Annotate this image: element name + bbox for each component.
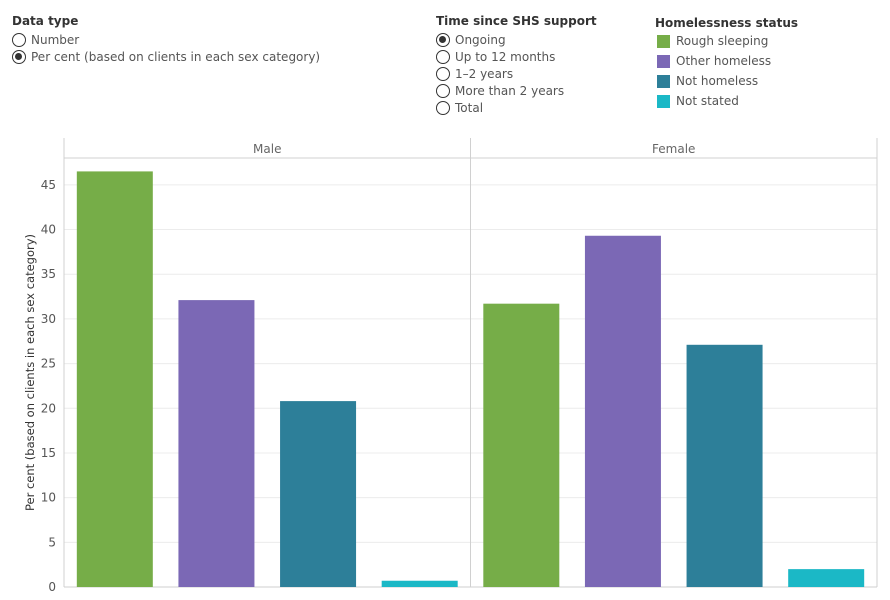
radio-selected-icon[interactable]	[12, 50, 26, 64]
y-tick-label: 35	[41, 267, 56, 281]
radio-label: Total	[455, 101, 484, 115]
bar-female-rough-sleeping	[483, 303, 560, 587]
legend-label: Rough sleeping	[676, 34, 769, 48]
time-option-ongoing[interactable]: Ongoing	[436, 32, 506, 48]
panel-header-female: Female	[652, 142, 695, 156]
radio-icon[interactable]	[436, 67, 450, 81]
radio-label: More than 2 years	[455, 84, 565, 98]
radio-label: Up to 12 months	[455, 50, 556, 64]
radio-icon[interactable]	[436, 84, 450, 98]
radio-label: 1–2 years	[455, 67, 514, 81]
radio-icon[interactable]	[436, 101, 450, 115]
time-since-title: Time since SHS support	[436, 14, 597, 28]
y-tick-label: 25	[41, 357, 56, 371]
legend-label: Not stated	[676, 94, 739, 108]
bar-female-other-homeless	[584, 235, 661, 587]
time-option-total[interactable]: Total	[436, 100, 483, 116]
bar-male-rough-sleeping	[76, 171, 153, 587]
legend-swatch	[657, 34, 670, 48]
panel-header-male: Male	[253, 142, 281, 156]
y-tick-label: 0	[48, 580, 56, 594]
bar-female-not-homeless	[686, 344, 763, 587]
radio-label: Ongoing	[455, 33, 506, 47]
bar-male-not-homeless	[280, 401, 357, 587]
legend-swatch	[657, 54, 670, 68]
y-tick-label: 30	[41, 312, 56, 326]
legend-label: Not homeless	[676, 74, 759, 88]
radio-selected-icon[interactable]	[436, 33, 450, 47]
y-tick-label: 15	[41, 446, 56, 460]
radio-label: Per cent (based on clients in each sex c…	[31, 50, 321, 64]
legend-swatch	[657, 94, 670, 108]
data-type-title: Data type	[12, 14, 79, 28]
y-axis-label: Per cent (based on clients in each sex c…	[23, 234, 37, 511]
time-option-more-than-2-years[interactable]: More than 2 years	[436, 83, 564, 99]
data-type-option-per-cent[interactable]: Per cent (based on clients in each sex c…	[12, 49, 320, 65]
y-tick-label: 10	[41, 491, 56, 505]
bar-male-other-homeless	[178, 300, 255, 587]
legend-swatch	[657, 74, 670, 88]
radio-icon[interactable]	[436, 50, 450, 64]
time-option-1-2-years[interactable]: 1–2 years	[436, 66, 513, 82]
legend-label: Other homeless	[676, 54, 772, 68]
time-option-up-to-12-months[interactable]: Up to 12 months	[436, 49, 555, 65]
legend-title: Homelessness status	[655, 16, 799, 30]
bar-male-not-stated	[381, 580, 458, 587]
legend-item-rough-sleeping[interactable]: Rough sleeping	[657, 33, 768, 49]
y-tick-label: 40	[41, 223, 56, 237]
y-tick-label: 5	[48, 535, 56, 549]
data-type-option-number[interactable]: Number	[12, 32, 79, 48]
y-tick-label: 45	[41, 178, 56, 192]
radio-label: Number	[31, 33, 80, 47]
bar-female-not-stated	[788, 569, 865, 587]
legend-item-not-homeless[interactable]: Not homeless	[657, 73, 758, 89]
legend-item-not-stated[interactable]: Not stated	[657, 93, 739, 109]
y-tick-label: 20	[41, 401, 56, 415]
legend-item-other-homeless[interactable]: Other homeless	[657, 53, 771, 69]
radio-icon[interactable]	[12, 33, 26, 47]
